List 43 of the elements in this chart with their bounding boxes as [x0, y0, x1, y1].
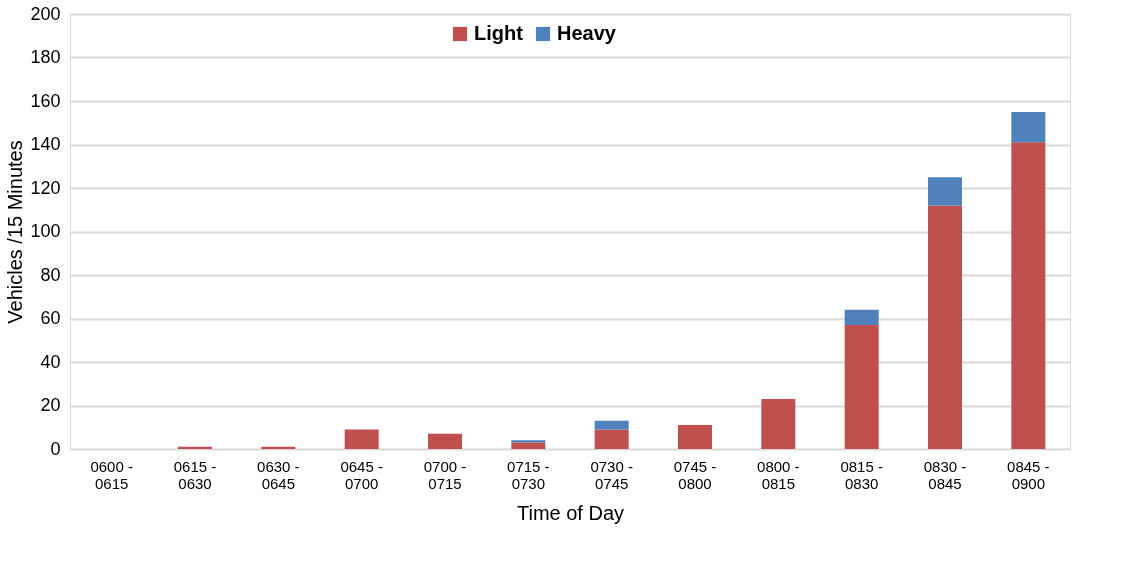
bar	[178, 446, 212, 449]
y-tick-label: 160	[30, 90, 61, 111]
x-tick-label: 0630 - 0645	[257, 457, 300, 492]
bar	[844, 325, 879, 449]
y-tick-label: 60	[40, 308, 61, 328]
x-axis-title: Time of Day	[516, 501, 625, 524]
x-tick-label: 0600 - 0615	[90, 457, 133, 492]
bar	[761, 398, 796, 449]
x-tick-label: 0715 - 0730	[507, 457, 550, 492]
bar	[1011, 111, 1046, 143]
bar	[594, 429, 629, 449]
x-tick-label: 0730 - 0745	[590, 457, 633, 492]
y-tick-label: 40	[40, 351, 61, 372]
bar	[1011, 142, 1046, 449]
bar	[678, 425, 712, 449]
y-axis-title: Vehicles /15 Minutes	[4, 140, 27, 324]
bar	[594, 420, 629, 430]
bar	[511, 442, 546, 449]
y-tick-label: 180	[30, 47, 61, 67]
bar	[261, 446, 296, 449]
legend-label: Light	[474, 22, 524, 44]
bar	[928, 205, 962, 449]
x-tick-label: 0645 - 0700	[340, 457, 383, 492]
y-tick-label: 120	[30, 177, 61, 198]
y-tick-label: 80	[40, 264, 61, 285]
y-tick-label: 20	[40, 395, 61, 415]
x-tick-label: 0830 - 0845	[923, 457, 967, 492]
y-tick-label: 100	[30, 221, 61, 241]
x-tick-label: 0815 - 0830	[840, 457, 883, 492]
y-tick-label: 140	[30, 134, 61, 154]
bar	[928, 177, 962, 206]
bar	[844, 309, 879, 326]
legend-label: Heavy	[557, 22, 617, 44]
bar	[344, 429, 379, 449]
x-tick-label: 0615 - 0630	[173, 457, 217, 492]
x-tick-label: 0700 - 0715	[423, 457, 467, 492]
bar	[428, 433, 462, 449]
x-tick-label: 0800 - 0815	[757, 457, 800, 492]
bar	[511, 440, 546, 443]
y-tick-label: 0	[50, 438, 61, 459]
x-tick-label: 0745 - 0800	[673, 457, 717, 492]
y-tick-label: 200	[30, 3, 61, 24]
x-tick-label: 0845 - 0900	[1007, 457, 1050, 492]
